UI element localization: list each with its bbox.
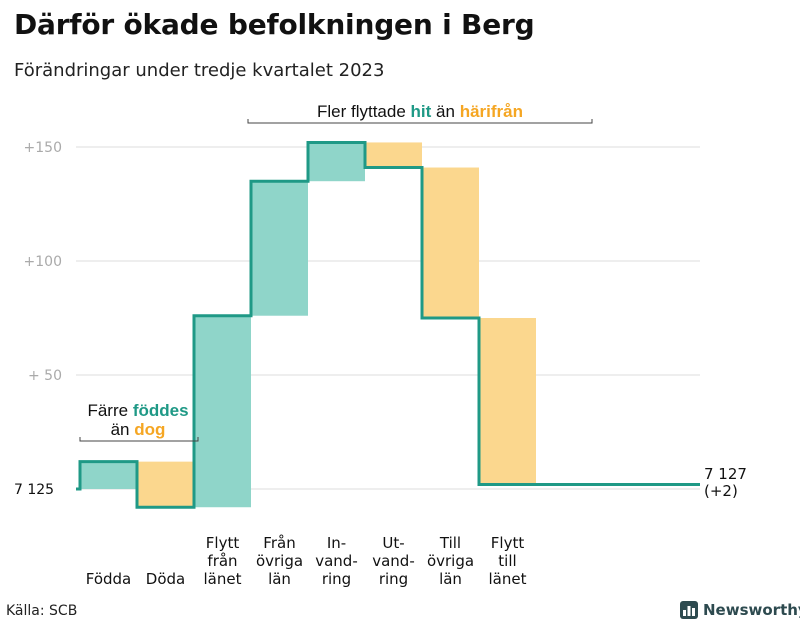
bracket <box>79 437 199 442</box>
annotation-left-foddes: föddes <box>132 401 189 420</box>
x-label: Till övriga län <box>427 534 474 588</box>
annotation-left-dog: dog <box>134 420 166 439</box>
x-label: Flytt till länet <box>489 534 527 588</box>
step-line-path <box>76 140 700 509</box>
step-line <box>76 140 700 509</box>
x-label: Flytt från länet <box>204 534 242 588</box>
x-axis-labels: Födda Döda Flytt från länet Från övriga län In-v… <box>86 534 527 588</box>
bar-3 <box>251 181 308 316</box>
bar-6 <box>422 167 479 318</box>
bar-0 <box>80 461 137 489</box>
end-value-label: 7 127 (+2) <box>704 466 747 500</box>
y-tick-label: + 50 <box>28 368 62 384</box>
y-tick-label: +100 <box>24 254 62 270</box>
x-label: Döda <box>146 570 185 588</box>
brand-name: Newsworthy <box>703 601 800 619</box>
bar-1 <box>137 461 194 508</box>
annotation-top-text: Fler flyttade <box>316 102 406 121</box>
bar-5 <box>365 142 422 168</box>
x-label: In-vand-ring <box>315 534 358 588</box>
y-tick-label: +150 <box>24 140 62 156</box>
chart-title: Därför ökade befolkningen i Berg <box>14 8 535 41</box>
end-change: (+2) <box>704 482 738 500</box>
y-axis-ticks: 7 125 + 50 +100 +150 <box>14 140 62 498</box>
brand-logo: Newsworthy <box>680 601 800 619</box>
end-value: 7 127 <box>704 465 747 483</box>
bars <box>80 142 536 508</box>
x-label: Från övriga län <box>256 534 303 588</box>
y-tick-label: 7 125 <box>14 482 54 498</box>
bar-2 <box>194 315 251 508</box>
annotation-left-text: Färre <box>87 401 129 420</box>
annotation-top-harifran: härifrån <box>459 102 523 121</box>
annotation-left-mid: än <box>110 420 130 439</box>
annotation-top-mid: än <box>436 102 455 121</box>
annotation-top: Fler flyttade hit än härifrån <box>248 102 592 122</box>
bar-4 <box>308 142 365 182</box>
source-note: Källa: SCB <box>6 603 78 619</box>
annotation-top-hit: hit <box>410 102 432 121</box>
bar-7 <box>479 318 536 485</box>
x-label: Födda <box>86 570 132 588</box>
chart-subtitle: Förändringar under tredje kvartalet 2023 <box>14 60 385 81</box>
bracket <box>247 119 593 124</box>
annotation-brackets <box>79 119 593 442</box>
x-label: Ut-vand-ring <box>372 534 415 588</box>
annotation-left: Färre föddes än dog <box>76 401 200 439</box>
bar-chart-icon <box>680 601 698 619</box>
